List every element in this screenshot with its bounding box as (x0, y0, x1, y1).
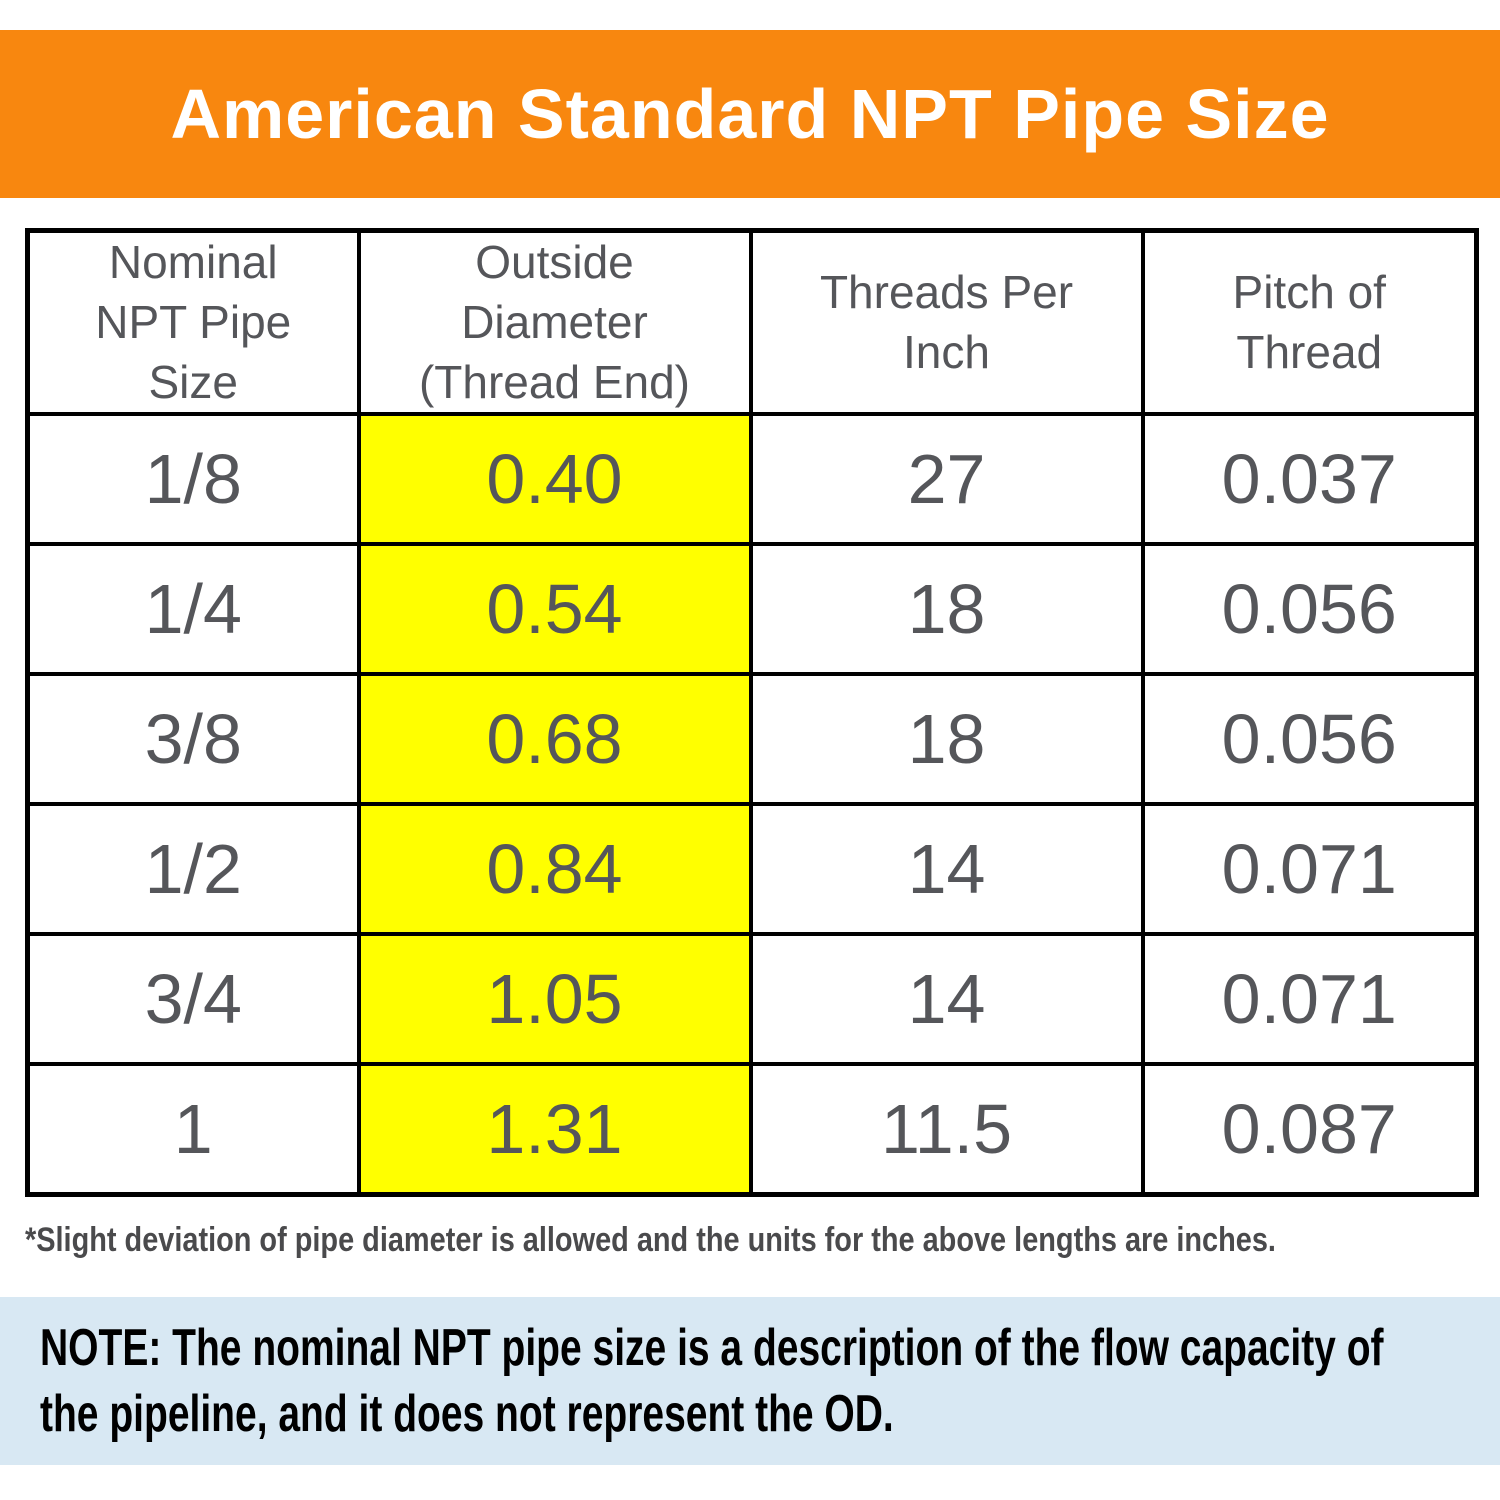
table-cell: 0.056 (1140, 542, 1479, 677)
page-title: American Standard NPT Pipe Size (170, 75, 1330, 153)
table-cell: 11.5 (748, 1062, 1145, 1197)
footnote-text: *Slight deviation of pipe diameter is al… (25, 1221, 1276, 1260)
table-row: 3/4 1.05 14 0.071 (25, 932, 1479, 1067)
table-cell: 0.037 (1140, 412, 1479, 547)
table-row: 1/2 0.84 14 0.071 (25, 802, 1479, 937)
table-cell: 0.84 (356, 802, 753, 937)
footnote: *Slight deviation of pipe diameter is al… (25, 1221, 1500, 1281)
table-cell: 3/8 (25, 672, 361, 807)
table-row: 3/8 0.68 18 0.056 (25, 672, 1479, 807)
table-cell: 0.071 (1140, 932, 1479, 1067)
header-row: Nominal NPT Pipe Size Outside Diameter (… (25, 228, 1479, 417)
table-cell: 0.40 (356, 412, 753, 547)
table-cell: 1/8 (25, 412, 361, 547)
title-banner: American Standard NPT Pipe Size (0, 30, 1500, 198)
note-line-2: the pipeline, and it does not represent … (40, 1385, 894, 1444)
table-cell: 1.05 (356, 932, 753, 1067)
table-cell: 0.68 (356, 672, 753, 807)
table-cell: 1/4 (25, 542, 361, 677)
col-header-nominal-npt-pipe-size: Nominal NPT Pipe Size (25, 228, 361, 417)
table-cell: 1.31 (356, 1062, 753, 1197)
col-header-threads-per-inch: Threads Per Inch (748, 228, 1145, 417)
table-cell: 18 (748, 672, 1145, 807)
table-row: 1 1.31 11.5 0.087 (25, 1062, 1479, 1197)
table-cell: 18 (748, 542, 1145, 677)
note-line-1: NOTE: The nominal NPT pipe size is a des… (40, 1319, 1384, 1378)
table-cell: 0.071 (1140, 802, 1479, 937)
table-row: 1/4 0.54 18 0.056 (25, 542, 1479, 677)
table-cell: 14 (748, 932, 1145, 1067)
table-cell: 1/2 (25, 802, 361, 937)
table-cell: 3/4 (25, 932, 361, 1067)
col-header-pitch-of-thread: Pitch of Thread (1140, 228, 1479, 417)
npt-pipe-size-table: Nominal NPT Pipe Size Outside Diameter (… (25, 228, 1479, 1198)
table-cell: 0.54 (356, 542, 753, 677)
table-cell: 27 (748, 412, 1145, 547)
table-body: 1/8 0.40 27 0.037 1/4 0.54 18 0.056 3/8 0.68 18 0.0… (25, 412, 1479, 1197)
table-header: Nominal NPT Pipe Size Outside Diameter (… (25, 228, 1479, 417)
col-header-outside-diameter: Outside Diameter (Thread End) (356, 228, 753, 417)
table-cell: 0.056 (1140, 672, 1479, 807)
table-cell: 0.087 (1140, 1062, 1479, 1197)
note-banner: NOTE: The nominal NPT pipe size is a des… (0, 1297, 1500, 1466)
table-row: 1/8 0.40 27 0.037 (25, 412, 1479, 547)
table-cell: 14 (748, 802, 1145, 937)
table-cell: 1 (25, 1062, 361, 1197)
